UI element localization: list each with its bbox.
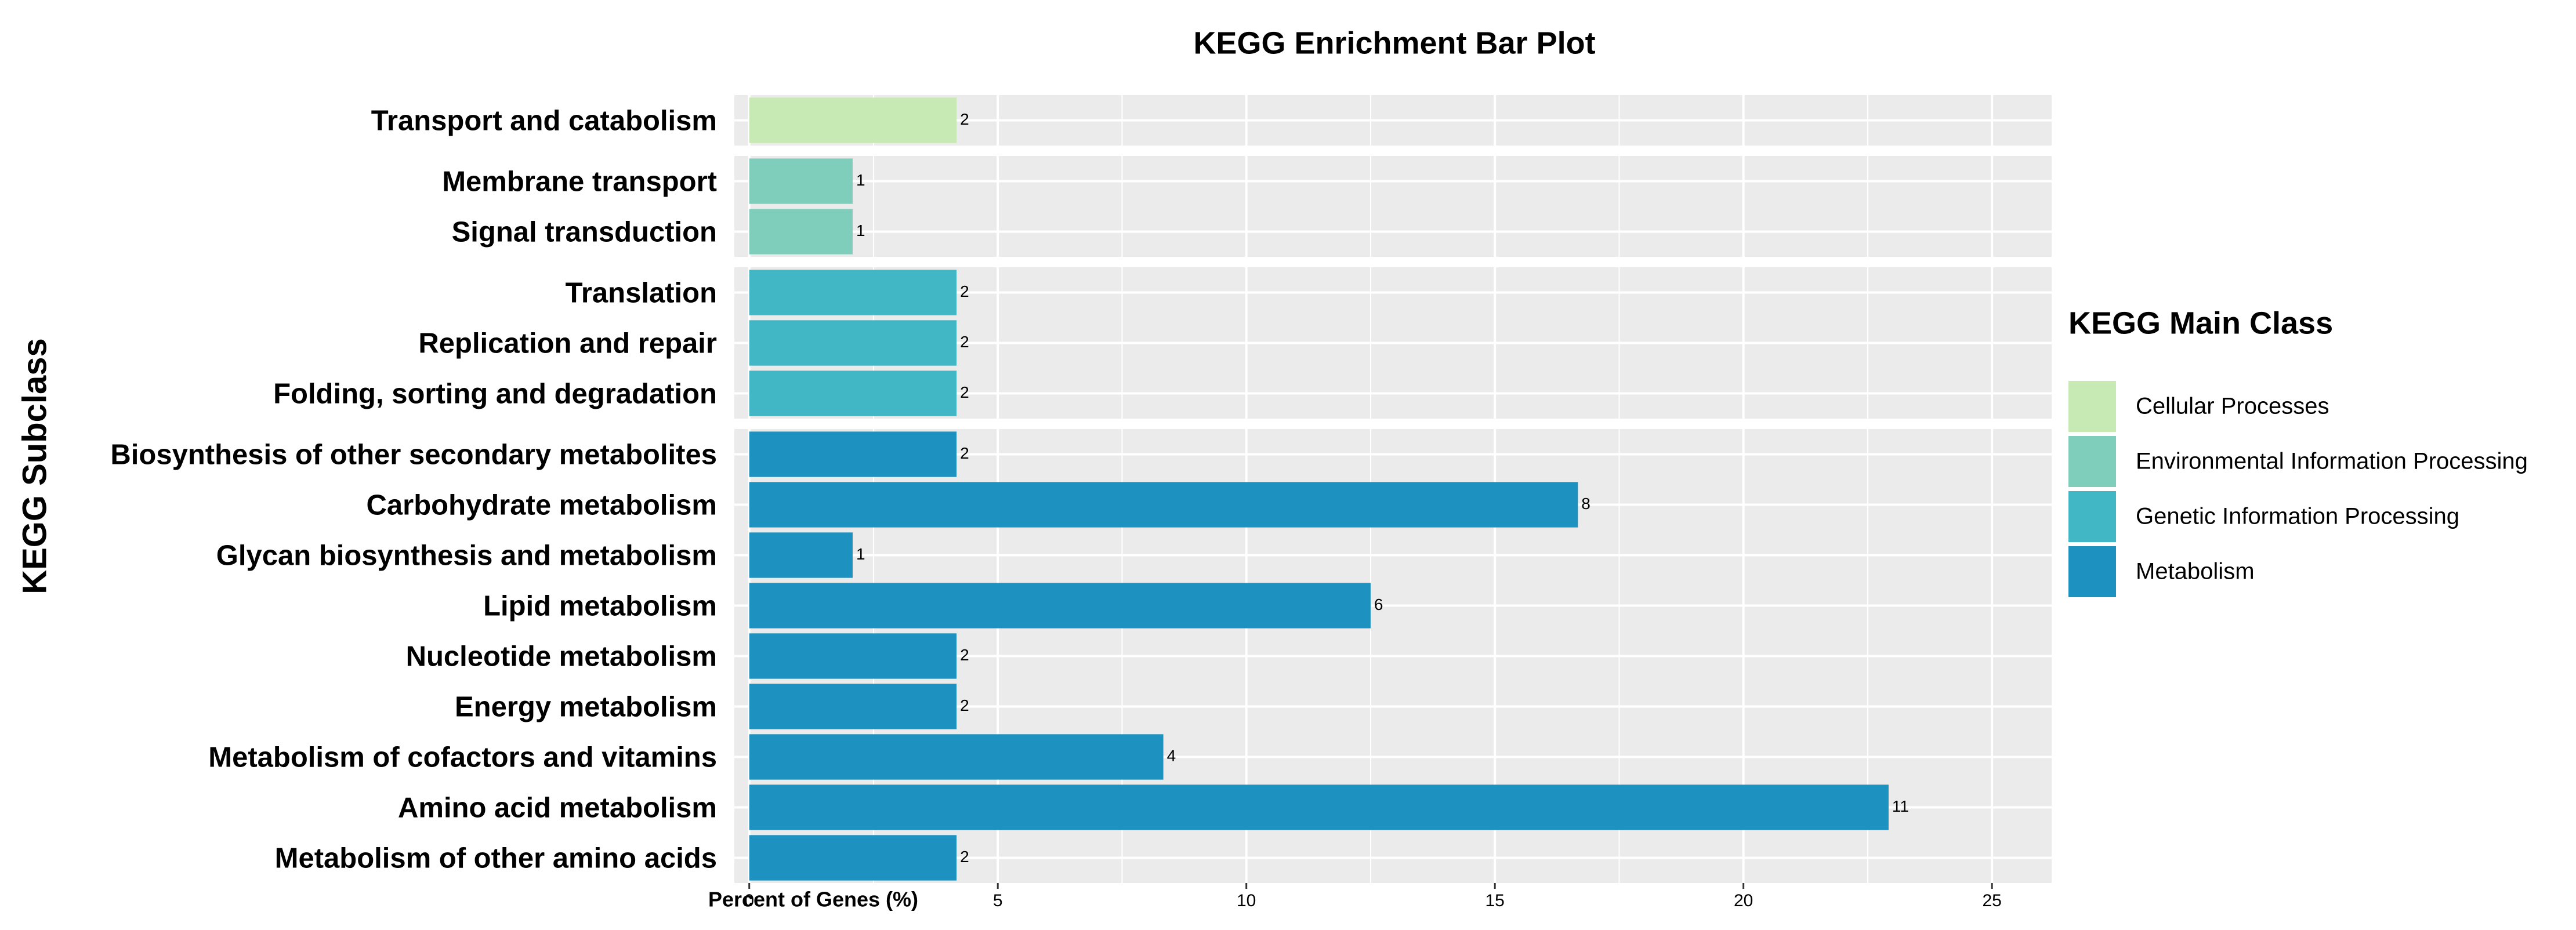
bar [749, 633, 957, 679]
chart-title: KEGG Enrichment Bar Plot [1193, 26, 1595, 60]
bar [749, 97, 957, 143]
x-tick-label: 25 [1982, 891, 2001, 910]
count-label: 2 [960, 696, 969, 714]
x-tick-label: 5 [993, 891, 1003, 910]
count-label: 1 [856, 171, 865, 189]
bar [749, 835, 957, 881]
x-tick-label: 10 [1237, 891, 1256, 910]
y-tick-label: Replication and repair [418, 328, 717, 359]
x-axis-title: Percent of Genes (%) [708, 888, 918, 911]
bar [749, 734, 1164, 780]
count-label: 2 [960, 444, 969, 462]
y-axis-title: KEGG Subclass [16, 338, 53, 594]
bar [749, 320, 957, 366]
count-label: 2 [960, 282, 969, 300]
y-tick-label: Glycan biosynthesis and metabolism [216, 540, 717, 571]
count-label: 1 [856, 545, 865, 563]
count-label: 2 [960, 110, 969, 128]
count-label: 4 [1167, 747, 1176, 765]
legend-label: Cellular Processes [2136, 394, 2329, 419]
bar [749, 370, 957, 416]
y-tick-label: Metabolism of cofactors and vitamins [208, 742, 717, 773]
bar [749, 784, 1889, 830]
y-tick-label: Transport and catabolism [371, 105, 717, 136]
bar [749, 158, 853, 204]
legend-title: KEGG Main Class [2068, 306, 2333, 340]
legend-key [2068, 491, 2116, 542]
y-tick-label: Metabolism of other amino acids [275, 842, 717, 874]
y-tick-label: Lipid metabolism [483, 590, 717, 622]
legend-key [2068, 436, 2116, 487]
count-label: 2 [960, 383, 969, 401]
count-label: 2 [960, 848, 969, 866]
bar [749, 431, 957, 477]
legend-label: Genetic Information Processing [2136, 504, 2459, 529]
count-label: 11 [1892, 797, 1909, 815]
panel-background [734, 156, 2052, 257]
y-tick-label: Amino acid metabolism [398, 792, 717, 823]
y-tick-label: Translation [566, 277, 717, 308]
y-tick-label: Biosynthesis of other secondary metaboli… [110, 439, 717, 470]
bar [749, 209, 853, 255]
y-tick-label: Nucleotide metabolism [406, 641, 717, 672]
legend-label: Metabolism [2136, 559, 2255, 584]
count-label: 8 [1581, 495, 1590, 513]
y-tick-label: Folding, sorting and degradation [273, 378, 717, 409]
y-tick-label: Carbohydrate metabolism [367, 489, 718, 521]
y-tick-label: Energy metabolism [455, 691, 717, 722]
x-tick-label: 15 [1485, 891, 1504, 910]
y-tick-label: Membrane transport [442, 166, 717, 197]
count-label: 2 [960, 646, 969, 664]
count-label: 6 [1374, 595, 1383, 613]
bar [749, 583, 1371, 629]
bar [749, 270, 957, 315]
bar [749, 684, 957, 729]
legend-label: Environmental Information Processing [2136, 449, 2528, 474]
bar [749, 532, 853, 578]
bar [749, 482, 1578, 528]
x-tick-label: 20 [1734, 891, 1753, 910]
y-tick-label: Signal transduction [452, 216, 717, 248]
legend-key [2068, 546, 2116, 597]
x-tick-label: 0 [744, 891, 754, 910]
count-label: 1 [856, 221, 865, 239]
count-label: 2 [960, 333, 969, 351]
legend-key [2068, 381, 2116, 432]
